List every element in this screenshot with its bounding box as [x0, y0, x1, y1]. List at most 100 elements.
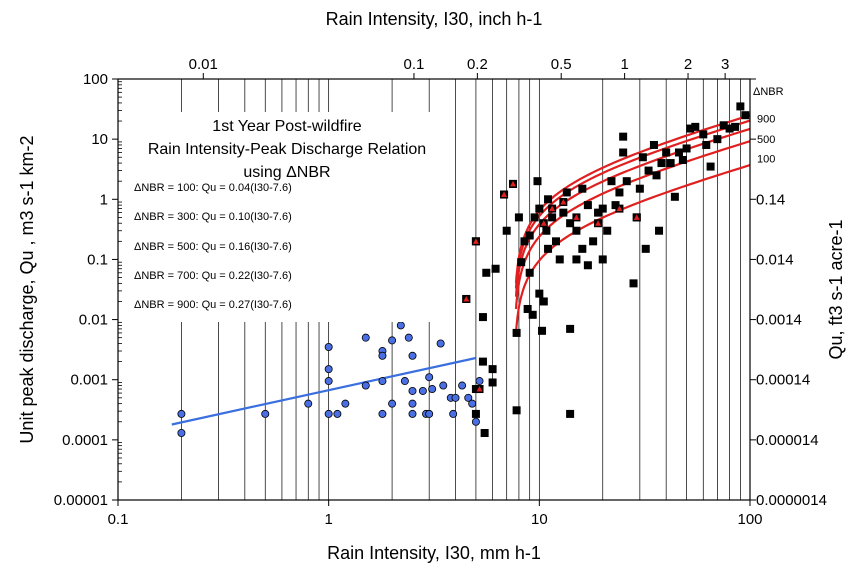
equation-label: ΔNBR = 500: Qu = 0.16(I30-7.6) — [134, 241, 292, 253]
data-point-square — [662, 148, 671, 157]
right-tick-label: 0.14 — [756, 191, 785, 208]
data-point-square — [638, 153, 647, 162]
data-point-square — [594, 208, 603, 217]
data-point-square — [725, 124, 734, 133]
data-point-circle — [378, 351, 387, 360]
data-point-square — [538, 326, 547, 335]
data-point-square — [644, 166, 653, 175]
data-point-triangle — [476, 386, 483, 392]
data-point-circle — [378, 409, 387, 418]
data-point-circle — [418, 386, 427, 395]
data-point-square — [682, 144, 691, 153]
data-point-square — [559, 208, 568, 217]
right-tick-label: 0.0014 — [756, 312, 802, 329]
data-point-square — [629, 279, 638, 288]
data-point-circle — [471, 417, 480, 426]
y-tick-label: 10 — [91, 131, 108, 148]
data-point-circle — [451, 393, 460, 402]
data-point-square — [578, 244, 587, 253]
data-point-square — [535, 204, 544, 213]
data-point-circle — [408, 409, 417, 418]
top-tick-label: 2 — [684, 56, 692, 73]
data-point-square — [666, 159, 675, 168]
nbr-label: 900 — [757, 114, 775, 126]
annotation-line-3: using ΔNBR — [243, 164, 330, 181]
data-point-square — [619, 148, 628, 157]
data-point-square — [706, 162, 715, 171]
top-tick-label: 0.1 — [404, 56, 425, 73]
data-point-circle — [396, 321, 405, 330]
data-point-square — [562, 188, 571, 197]
data-point-square — [471, 409, 480, 418]
equation-label: ΔNBR = 300: Qu = 0.10(I30-7.6) — [134, 211, 292, 223]
data-point-square — [539, 297, 548, 306]
data-point-square — [686, 124, 695, 133]
data-point-square — [615, 188, 624, 197]
top-tick-label: 0.2 — [467, 56, 488, 73]
data-point-circle — [388, 336, 397, 345]
data-point-circle — [378, 377, 387, 386]
right-axis-title: Qu, ft3 s-1 acre-1 — [826, 219, 846, 359]
nbr-header-label: ΔNBR — [753, 86, 784, 98]
y-tick-label: 100 — [83, 71, 108, 88]
data-point-circle — [324, 342, 333, 351]
y-tick-label: 0.0001 — [62, 432, 108, 449]
data-point-circle — [439, 381, 448, 390]
data-point-square — [736, 102, 745, 111]
data-point-square — [544, 195, 553, 204]
data-point-square — [589, 237, 598, 246]
data-point-circle — [333, 409, 342, 418]
data-point-square — [719, 121, 728, 130]
data-point-square — [535, 289, 544, 298]
data-point-square — [542, 226, 551, 235]
equation-label: ΔNBR = 900: Qu = 0.27(I30-7.6) — [134, 299, 292, 311]
data-point-circle — [464, 393, 473, 402]
fit-line — [514, 140, 751, 310]
top-tick-label: 3 — [721, 56, 729, 73]
equation-label: ΔNBR = 700: Qu = 0.22(I30-7.6) — [134, 270, 292, 282]
data-point-square — [598, 255, 607, 264]
y-tick-label: 1 — [100, 191, 108, 208]
plot-frame — [117, 78, 751, 501]
y-axis-title: Unit peak discharge, Qu , m3 s-1 km-2 — [17, 135, 37, 443]
x-tick-label: 0.1 — [108, 511, 129, 528]
data-point-square — [512, 406, 521, 415]
data-point-square — [566, 409, 575, 418]
data-point-circle — [408, 351, 417, 360]
data-point-triangle — [560, 199, 567, 205]
data-point-square — [512, 328, 521, 337]
axis-ticks: 0.1 1 10 100 100 10 1 0.1 0.01 0.001 0.0001 0.00001… — [54, 56, 827, 528]
data-point-circle — [436, 339, 445, 348]
data-point-square — [678, 155, 687, 164]
x-tick-label: 1 — [324, 511, 332, 528]
data-point-square — [533, 177, 542, 186]
right-tick-label: 0.000014 — [756, 432, 819, 449]
data-point-triangle — [633, 214, 640, 220]
data-point-square — [488, 365, 497, 374]
top-tick-label: 0.01 — [189, 56, 218, 73]
data-point-circle — [304, 399, 313, 408]
data-point-square — [572, 226, 581, 235]
data-point-circle — [177, 429, 186, 438]
data-point-square — [552, 237, 561, 246]
data-point-square — [491, 264, 500, 273]
data-point-circle — [475, 377, 484, 386]
data-point-square — [523, 304, 532, 313]
data-point-circle — [261, 409, 270, 418]
data-point-square — [741, 111, 750, 120]
right-tick-label: 0.014 — [756, 251, 794, 268]
data-point-triangle — [472, 238, 479, 244]
y-tick-label: 0.1 — [87, 251, 108, 268]
data-point-square — [478, 357, 487, 366]
data-point-circle — [177, 409, 186, 418]
right-tick-label: 0.0000014 — [756, 492, 827, 509]
top-axis-title: Rain Intensity, I30, inch h-1 — [326, 9, 543, 29]
data-point-square — [603, 226, 612, 235]
data-point-square — [649, 140, 658, 149]
data-point-circle — [408, 399, 417, 408]
x-tick-label: 10 — [531, 511, 548, 528]
data-point-square — [674, 148, 683, 157]
data-point-square — [731, 122, 740, 131]
data-point-square — [502, 226, 511, 235]
